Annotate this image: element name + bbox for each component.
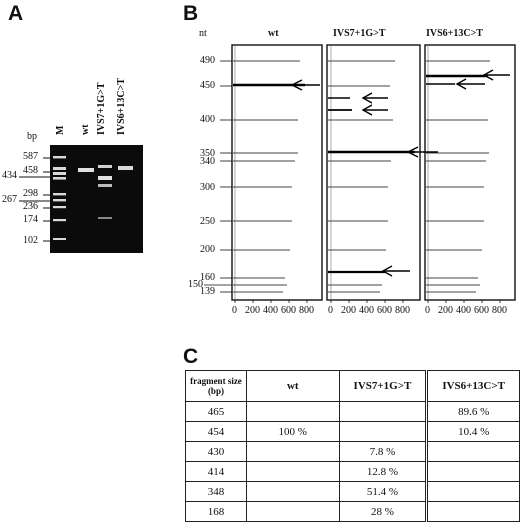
cell-wt: [245, 501, 340, 522]
x-tick-ivs6-400: 400: [456, 305, 471, 316]
size-label-300: 300: [200, 182, 215, 193]
panel-label-a: A: [8, 2, 24, 25]
gel-image: [19, 145, 143, 253]
x-tick-wt-600: 600: [281, 305, 296, 316]
cell-size: 430: [185, 441, 247, 462]
cell-size: 348: [185, 481, 247, 502]
cell-ivs6: 10.4 %: [426, 421, 520, 442]
x-tick-ivs7-400: 400: [359, 305, 374, 316]
size-label-450: 450: [200, 80, 215, 91]
size-label-350: 350: [200, 148, 215, 159]
cell-size: 465: [185, 401, 247, 422]
size-label-139: 139: [200, 286, 215, 297]
x-tick-ivs6-600: 600: [474, 305, 489, 316]
cell-wt: [245, 461, 340, 482]
column-title-ivs6: IVS6+13C>T: [426, 28, 483, 39]
x-tick-wt-200: 200: [245, 305, 260, 316]
cell-ivs6: 89.6 %: [426, 401, 520, 422]
table-row: 414 12.8 %: [185, 461, 520, 482]
fragment-table: fragment size (bp) wt IVS7+1G>T IVS6+13C…: [185, 370, 520, 522]
cell-ivs7: 7.8 %: [338, 441, 429, 462]
cell-size: 168: [185, 501, 247, 522]
x-tick-wt-0: 0: [232, 305, 237, 316]
header-wt: wt: [245, 370, 340, 402]
cell-ivs7: 28 %: [338, 501, 429, 522]
size-label-150: 150: [188, 279, 203, 290]
header-ivs7: IVS7+1G>T: [338, 370, 429, 402]
ladder-label-434: 434: [2, 170, 17, 181]
size-label-250: 250: [200, 216, 215, 227]
cell-size: 414: [185, 461, 247, 482]
cell-ivs7: 51.4 %: [338, 481, 429, 502]
ladder-label-174: 174: [23, 214, 38, 225]
cell-ivs6: [426, 501, 520, 522]
table-row: 348 51.4 %: [185, 481, 520, 502]
table-header-row: fragment size (bp) wt IVS7+1G>T IVS6+13C…: [185, 370, 520, 402]
x-tick-ivs6-200: 200: [438, 305, 453, 316]
size-label-400: 400: [200, 114, 215, 125]
table-row: 430 7.8 %: [185, 441, 520, 462]
ladder-label-102: 102: [23, 235, 38, 246]
x-tick-ivs6-0: 0: [425, 305, 430, 316]
panel-label-b: B: [183, 2, 199, 25]
ladder-label-587: 587: [23, 151, 38, 162]
table-row: 168 28 %: [185, 501, 520, 522]
header-ivs6: IVS6+13C>T: [426, 370, 520, 402]
table-row: 465 89.6 %: [185, 401, 520, 422]
x-tick-wt-800: 800: [299, 305, 314, 316]
x-tick-ivs7-200: 200: [341, 305, 356, 316]
header-fragment-size: fragment size (bp): [185, 370, 247, 402]
table-row: 454 100 % 10.4 %: [185, 421, 520, 442]
electropherogram-traces: [204, 44, 516, 303]
cell-wt: 100 %: [245, 421, 340, 442]
cell-wt: [245, 481, 340, 502]
cell-size: 454: [185, 421, 247, 442]
size-label-490: 490: [200, 55, 215, 66]
cell-ivs6: [426, 461, 520, 482]
cell-wt: [245, 441, 340, 462]
column-title-ivs7: IVS7+1G>T: [333, 28, 386, 39]
cell-wt: [245, 401, 340, 422]
cell-ivs7: [338, 401, 429, 422]
cell-ivs7: 12.8 %: [338, 461, 429, 482]
ladder-label-267: 267: [2, 194, 17, 205]
ladder-label-298: 298: [23, 188, 38, 199]
nt-label: nt: [199, 28, 207, 39]
x-tick-ivs7-800: 800: [395, 305, 410, 316]
cell-ivs6: [426, 481, 520, 502]
size-label-340: 340: [200, 156, 215, 167]
x-tick-ivs6-800: 800: [492, 305, 507, 316]
ladder-label-458: 458: [23, 165, 38, 176]
ladder-label-236: 236: [23, 201, 38, 212]
size-label-200: 200: [200, 244, 215, 255]
cell-ivs6: [426, 441, 520, 462]
gel-bp-label: bp: [27, 131, 37, 142]
size-label-160: 160: [200, 272, 215, 283]
x-tick-ivs7-600: 600: [377, 305, 392, 316]
x-tick-ivs7-0: 0: [328, 305, 333, 316]
column-title-wt: wt: [268, 28, 279, 39]
cell-ivs7: [338, 421, 429, 442]
panel-label-c: C: [183, 345, 199, 368]
x-tick-wt-400: 400: [263, 305, 278, 316]
